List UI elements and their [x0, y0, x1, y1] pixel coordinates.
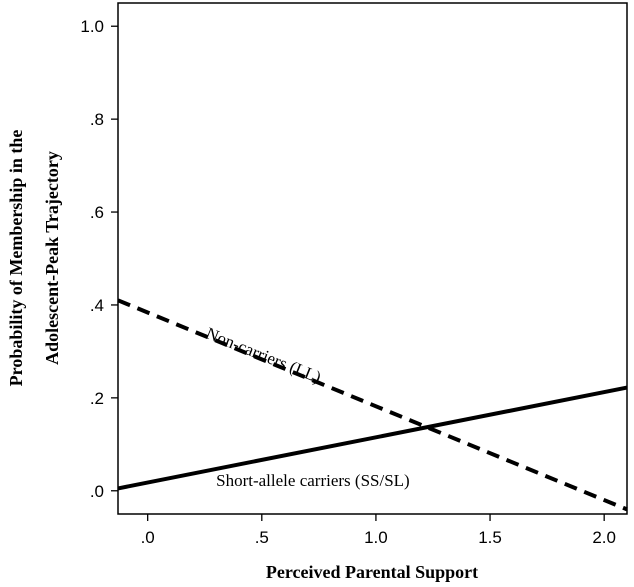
y-axis-title: Probability of Membership in the Adolesc… [6, 130, 62, 387]
y-tick-label: 1.0 [80, 17, 104, 36]
series-lines [117, 298, 628, 512]
annotation-non-carriers: Non-carriers (LL) [203, 324, 323, 387]
y-tick-label: .2 [90, 389, 104, 408]
series-line-short-allele-carriers [117, 385, 628, 491]
y-axis-title-line-2: Adolescent-Peak Trajectory [42, 151, 62, 365]
plot-frame [117, 2, 628, 515]
x-tick-label: 2.0 [592, 528, 616, 547]
x-axis-title: Perceived Parental Support [266, 562, 478, 582]
y-tick-label: .0 [90, 482, 104, 501]
y-tick-label: .8 [90, 110, 104, 129]
y-tick-label: .4 [90, 296, 104, 315]
x-tick-label: 1.5 [478, 528, 502, 547]
series-line-non-carriers [117, 298, 628, 512]
annotation-short-allele-carriers: Short-allele carriers (SS/SL) [216, 471, 410, 490]
y-tick-label: .6 [90, 203, 104, 222]
y-axis-title-line-1: Probability of Membership in the [6, 130, 26, 387]
x-tick-label: .5 [255, 528, 269, 547]
x-tick-label: 1.0 [364, 528, 388, 547]
x-axis-ticks: .0 .5 1.0 1.5 2.0 [141, 514, 616, 547]
y-axis-ticks: .0 .2 .4 .6 .8 1.0 [80, 17, 118, 501]
x-tick-label: .0 [141, 528, 155, 547]
